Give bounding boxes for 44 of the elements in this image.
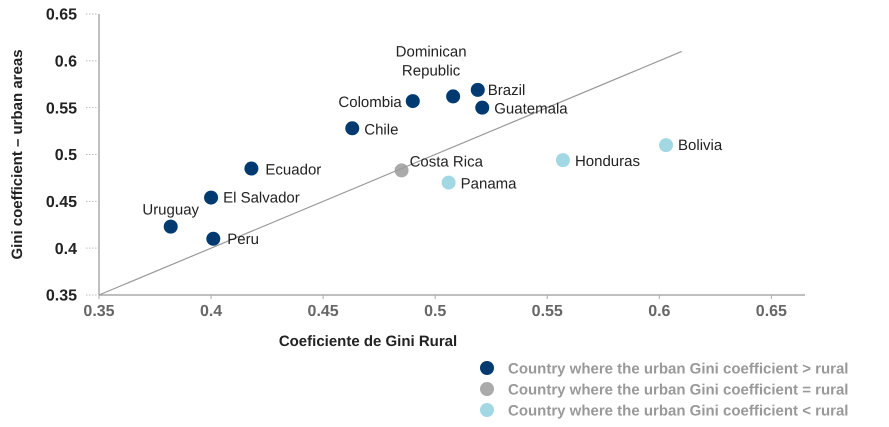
point [659,138,674,152]
x-tick-label: 0.65 [756,303,788,320]
x-tick-label: 0.5 [424,303,446,320]
y-tick-label: 0.65 [46,6,78,24]
annotation: El Salvador [223,190,300,207]
y-tick-label: 0.45 [46,194,78,211]
y-tick-label: 0.4 [54,240,78,258]
annotation: Bolivia [678,137,723,154]
annotation: Peru [227,230,259,248]
annotation: Ecuador [265,162,322,179]
x-tick-label: 0.4 [200,303,222,320]
annotation: Colombia [338,94,402,112]
annotation: Uruguay [142,202,200,219]
point [446,89,460,104]
x-tick-label: 0.6 [648,303,671,320]
x-tick-label: 0.45 [308,303,339,320]
legend-label: Country where the urban Gini coefficient < rural [508,402,848,420]
point [475,100,490,115]
y-axis-title: Gini coefficient – urban areas [9,49,26,260]
point [406,94,420,108]
annotation: Dominican Republic [396,43,467,80]
annotation: Honduras [574,153,640,170]
y-tick-label: 0.6 [54,53,78,70]
point [204,190,218,205]
point [470,82,485,97]
point [164,220,178,234]
annotation: Chile [364,121,398,138]
y-tick-label: 0.5 [54,147,78,164]
point [556,153,570,168]
annotation: Guatemala [494,100,568,118]
annotation: Panama [460,176,518,193]
x-tick-label: 0.55 [532,303,563,320]
legend-label: Country where the urban Gini coefficient = rural [508,381,848,398]
point [345,121,360,136]
annotation: Costa Rica [410,153,484,170]
point [442,176,456,190]
annotation: Brazil [488,82,526,99]
y-tick-label: 0.35 [46,288,78,305]
y-tick-label: 0.55 [46,100,78,118]
point [244,162,258,176]
x-tick-label: 0.35 [83,303,115,320]
legend-label: Country where the urban Gini coefficient > rural [508,360,848,378]
x-axis-title: Coeficiente de Gini Rural [278,333,458,350]
point [206,232,220,246]
